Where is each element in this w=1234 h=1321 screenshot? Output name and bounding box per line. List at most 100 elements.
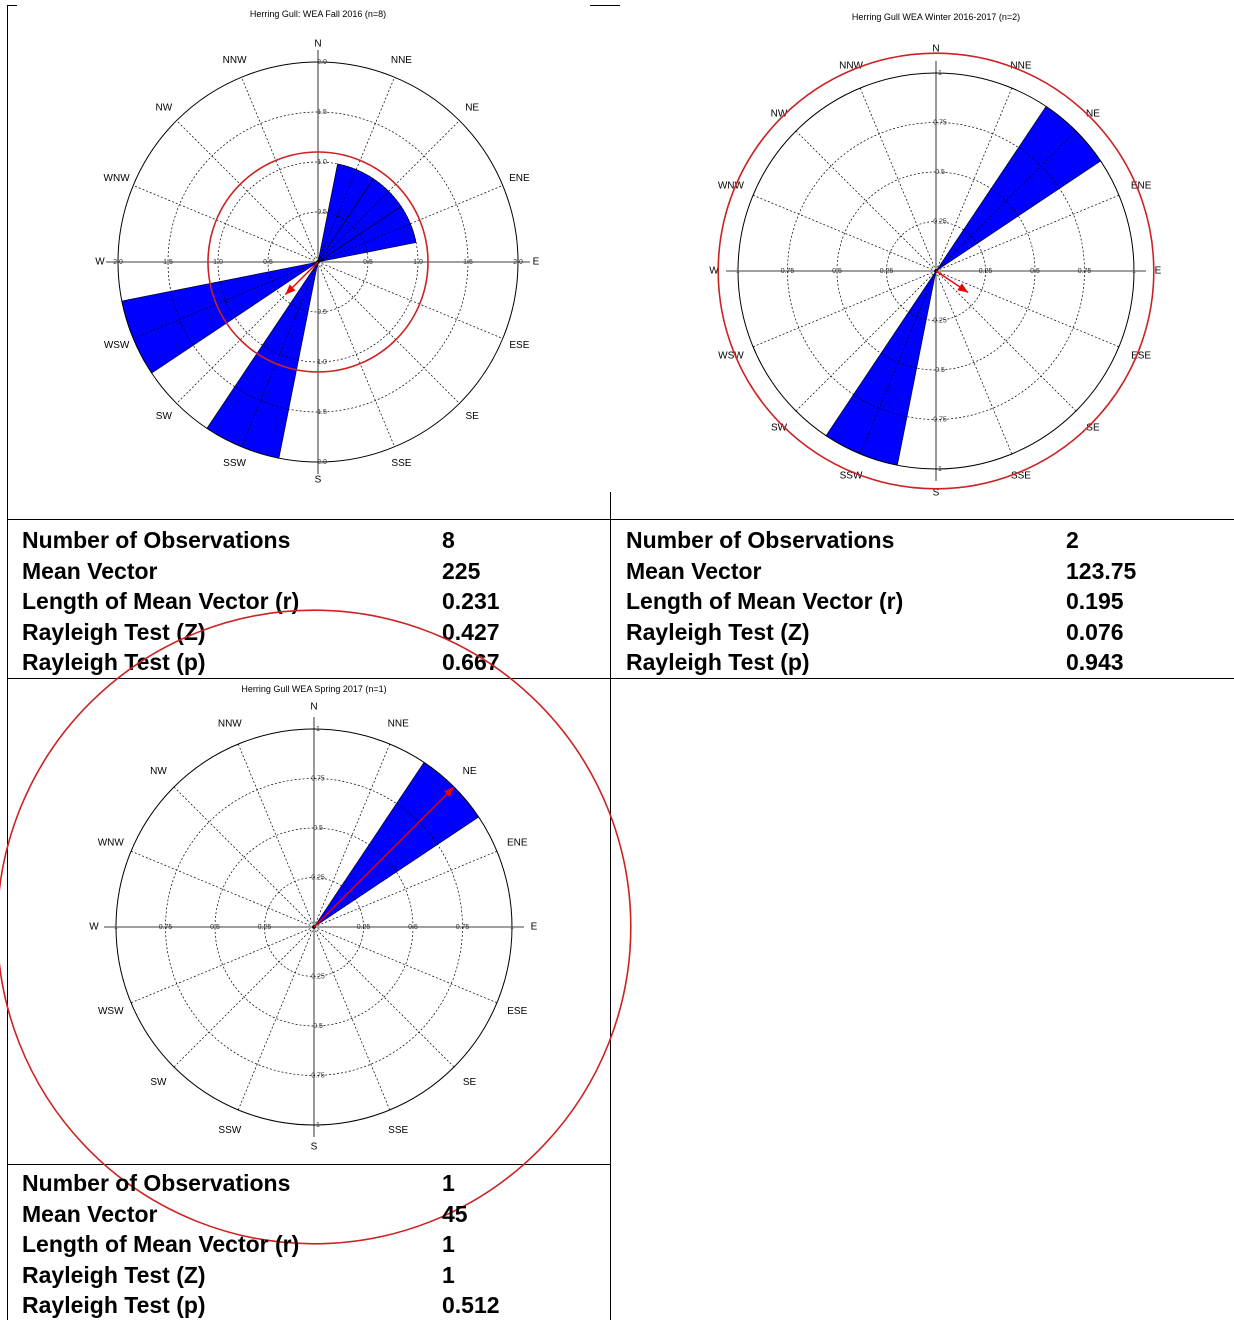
stat-row: Length of Mean Vector (r) 0.195 — [626, 586, 1186, 617]
chart-title: Herring Gull: WEA Fall 2016 (n=8) — [250, 9, 386, 19]
radial-tick-label: 2.0 — [317, 59, 327, 66]
stat-row: Rayleigh Test (Z) 0.076 — [626, 617, 1186, 648]
table-divider-row3 — [7, 1164, 610, 1165]
radial-tick-label: 0.5 — [832, 268, 842, 275]
radial-tick-label: 0.25 — [357, 924, 371, 931]
stat-row: Number of Observations 1 — [22, 1168, 582, 1199]
spoke-nne — [317, 77, 395, 263]
radial-tick-label: 1.0 — [213, 259, 223, 266]
stat-row: Rayleigh Test (p) 0.667 — [22, 647, 582, 678]
radial-tick-label: 1.0 — [317, 359, 327, 366]
table-divider-vertical — [610, 492, 611, 1320]
stat-value: 0.943 — [1066, 649, 1124, 675]
radial-tick-label: 0.75 — [933, 416, 947, 423]
stat-value: 0.195 — [1066, 588, 1124, 614]
direction-label-ne: NE — [463, 766, 477, 777]
radial-tick-label: 2.0 — [113, 259, 123, 266]
chart-title: Herring Gull WEA Spring 2017 (n=1) — [241, 684, 386, 694]
direction-label-nw: NW — [156, 102, 173, 113]
direction-label-wsw: WSW — [104, 340, 130, 351]
spoke-ssw — [859, 270, 937, 455]
stat-value: 2 — [1066, 527, 1079, 553]
radial-tick-label: 1 — [316, 1122, 320, 1129]
direction-label-ene: ENE — [1131, 181, 1152, 192]
spoke-ssw — [237, 926, 315, 1111]
stat-label: Mean Vector — [22, 1200, 158, 1227]
direction-label-nne: NNE — [391, 55, 412, 66]
spoke-wsw — [133, 261, 319, 339]
rose-chart-spring-2017: Herring Gull WEA Spring 2017 (n=1) 0.25 0.… — [0, 0, 632, 1245]
direction-label-wnw: WNW — [98, 837, 125, 848]
table-border-top-left — [7, 5, 17, 6]
stat-label: Rayleigh Test (Z) — [626, 618, 810, 645]
rose-chart-winter-2016-2017-svg: Herring Gull WEA Winter 2016-2017 (n=2) 0… — [709, 12, 1162, 499]
radial-tick-label: 0.5 — [313, 825, 323, 832]
rose-chart-spring-2017-svg: Herring Gull WEA Spring 2017 (n=1) 0.25 0.… — [0, 609, 632, 1245]
stat-value: 1 — [442, 1261, 455, 1288]
radial-tick-label: 0.25 — [311, 874, 325, 881]
radial-tick-label: 2.0 — [513, 259, 523, 266]
spoke-nne — [935, 87, 1013, 272]
spoke-ese — [317, 261, 503, 339]
radial-tick-label: 1 — [114, 924, 118, 931]
stat-label: Rayleigh Test (p) — [626, 649, 810, 675]
petal-ssw — [825, 270, 937, 466]
radial-tick-label: 0.75 — [781, 268, 795, 275]
spoke-wsw — [752, 270, 937, 348]
direction-label-e: E — [533, 257, 540, 268]
radial-tick-label: 0.25 — [933, 317, 947, 324]
direction-label-w: W — [95, 257, 105, 268]
direction-label-n: N — [310, 702, 317, 713]
direction-label-ssw: SSW — [223, 458, 246, 469]
radial-tick-label: 0.5 — [1030, 268, 1040, 275]
radial-tick-label: 0.5 — [317, 309, 327, 316]
direction-label-n: N — [932, 44, 939, 55]
rayleigh-critical-circle — [207, 151, 429, 373]
radial-tick-label: 0.75 — [159, 924, 173, 931]
table-border-top-mid — [590, 5, 620, 6]
radial-tick-label: 0.75 — [456, 924, 470, 931]
direction-label-n: N — [314, 39, 321, 50]
direction-label-e: E — [1155, 266, 1162, 277]
radial-tick-label: 1 — [938, 70, 942, 77]
stat-label: Rayleigh Test (Z) — [22, 1261, 206, 1288]
stat-value: 0.231 — [442, 588, 500, 614]
radial-tick-label: 0.25 — [979, 268, 993, 275]
direction-label-nnw: NNW — [223, 55, 247, 66]
spoke-sw — [173, 926, 315, 1068]
direction-label-ene: ENE — [507, 837, 528, 848]
radial-tick-label: 0.25 — [311, 973, 325, 980]
direction-label-ese: ESE — [509, 340, 529, 351]
direction-label-ssw: SSW — [218, 1125, 241, 1136]
radial-tick-label: 0.5 — [363, 259, 373, 266]
direction-label-wnw: WNW — [718, 181, 745, 192]
direction-label-nw: NW — [771, 109, 788, 120]
table-border-left — [7, 5, 8, 1320]
stat-row: Rayleigh Test (p) 0.512 — [22, 1290, 582, 1321]
direction-label-nne: NNE — [1010, 61, 1031, 72]
direction-label-se: SE — [465, 411, 479, 422]
radial-tick-label: 0.75 — [311, 775, 325, 782]
direction-label-sw: SW — [771, 423, 788, 434]
radial-tick-label: 2.0 — [317, 459, 327, 466]
direction-label-sw: SW — [150, 1077, 167, 1088]
stat-label: Rayleigh Test (p) — [22, 649, 206, 675]
spoke-nw — [173, 786, 315, 928]
direction-label-ssw: SSW — [840, 471, 863, 482]
spoke-sse — [935, 270, 1013, 455]
radial-tick-label: 0.5 — [408, 924, 418, 931]
stat-value: 1 — [442, 1231, 455, 1257]
stat-row: Mean Vector 123.75 — [626, 556, 1186, 587]
stat-row: Rayleigh Test (Z) 0.427 — [22, 617, 582, 648]
direction-label-ene: ENE — [509, 173, 530, 184]
radial-tick-label: 1 — [510, 924, 514, 931]
radial-tick-label: 1 — [1132, 268, 1136, 275]
stat-value: 1 — [442, 1170, 455, 1196]
radial-tick-label: 0.25 — [933, 218, 947, 225]
radial-tick-label: 1.5 — [463, 259, 473, 266]
stat-label: Length of Mean Vector (r) — [22, 1231, 300, 1257]
spoke-ne — [935, 130, 1077, 272]
radial-tick-label: 0.75 — [933, 119, 947, 126]
spoke-se — [313, 926, 455, 1068]
stat-row: Length of Mean Vector (r) 1 — [22, 1229, 582, 1260]
